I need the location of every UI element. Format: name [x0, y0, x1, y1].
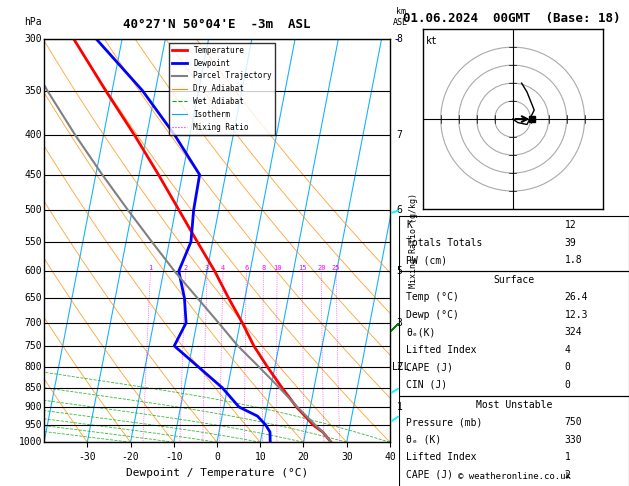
- Text: 900: 900: [25, 402, 42, 412]
- Text: 3: 3: [396, 318, 403, 328]
- Text: 1: 1: [148, 265, 153, 271]
- Text: 500: 500: [25, 205, 42, 215]
- Text: 400: 400: [25, 130, 42, 140]
- Text: K: K: [406, 220, 412, 230]
- Text: 950: 950: [25, 420, 42, 430]
- Text: 330: 330: [565, 435, 582, 445]
- Text: 450: 450: [25, 170, 42, 180]
- Text: 650: 650: [25, 293, 42, 303]
- Text: PW (cm): PW (cm): [406, 255, 447, 265]
- Text: 12.3: 12.3: [565, 310, 588, 320]
- Text: CIN (J): CIN (J): [406, 380, 447, 390]
- Text: Pressure (mb): Pressure (mb): [406, 417, 482, 427]
- Text: CAPE (J): CAPE (J): [406, 363, 454, 372]
- Text: 6: 6: [244, 265, 248, 271]
- Text: 800: 800: [25, 363, 42, 372]
- Bar: [399, 271, 629, 396]
- Text: 2: 2: [396, 363, 403, 372]
- X-axis label: Dewpoint / Temperature (°C): Dewpoint / Temperature (°C): [126, 468, 308, 478]
- Text: 0: 0: [565, 380, 571, 390]
- Text: 6: 6: [396, 205, 403, 215]
- Text: 8: 8: [261, 265, 265, 271]
- Text: 1000: 1000: [18, 437, 42, 447]
- Text: θₑ(K): θₑ(K): [406, 328, 436, 337]
- Text: 20: 20: [317, 265, 325, 271]
- Text: 10: 10: [273, 265, 281, 271]
- Text: 750: 750: [565, 417, 582, 427]
- Text: θₑ (K): θₑ (K): [406, 435, 442, 445]
- Legend: Temperature, Dewpoint, Parcel Trajectory, Dry Adiabat, Wet Adiabat, Isotherm, Mi: Temperature, Dewpoint, Parcel Trajectory…: [169, 43, 275, 135]
- Text: 1: 1: [565, 452, 571, 462]
- Text: © weatheronline.co.uk: © weatheronline.co.uk: [458, 472, 571, 481]
- Text: 1.8: 1.8: [565, 255, 582, 265]
- Text: Temp (°C): Temp (°C): [406, 293, 459, 302]
- Text: 700: 700: [25, 318, 42, 328]
- Text: 39: 39: [565, 238, 576, 247]
- Text: km
ASL: km ASL: [393, 7, 408, 27]
- Text: kt: kt: [426, 36, 438, 46]
- Text: 600: 600: [25, 266, 42, 276]
- Text: 25: 25: [332, 265, 340, 271]
- Text: Lifted Index: Lifted Index: [406, 345, 477, 355]
- Text: 26.4: 26.4: [565, 293, 588, 302]
- Text: 2: 2: [183, 265, 187, 271]
- Text: 550: 550: [25, 237, 42, 247]
- Text: 01.06.2024  00GMT  (Base: 18): 01.06.2024 00GMT (Base: 18): [403, 12, 620, 25]
- Text: 2: 2: [565, 470, 571, 480]
- Text: 324: 324: [565, 328, 582, 337]
- Text: 350: 350: [25, 86, 42, 96]
- Text: hPa: hPa: [25, 17, 42, 27]
- Text: Totals Totals: Totals Totals: [406, 238, 482, 247]
- Text: 5: 5: [396, 266, 403, 276]
- Text: 300: 300: [25, 34, 42, 44]
- Text: Surface: Surface: [494, 275, 535, 285]
- Text: 4: 4: [565, 345, 571, 355]
- Bar: [399, 396, 629, 486]
- Text: 1: 1: [396, 402, 403, 412]
- Text: CAPE (J): CAPE (J): [406, 470, 454, 480]
- Text: Mixing Ratio (g/kg): Mixing Ratio (g/kg): [409, 193, 418, 288]
- Text: 750: 750: [25, 341, 42, 351]
- Text: Most Unstable: Most Unstable: [476, 400, 552, 410]
- Text: 8: 8: [396, 34, 403, 44]
- Text: 12: 12: [565, 220, 576, 230]
- Bar: [399, 216, 629, 271]
- Text: Lifted Index: Lifted Index: [406, 452, 477, 462]
- Text: 3: 3: [205, 265, 209, 271]
- Text: 4: 4: [221, 265, 225, 271]
- Text: Dewp (°C): Dewp (°C): [406, 310, 459, 320]
- Text: 15: 15: [298, 265, 307, 271]
- Text: 40°27'N 50°04'E  -3m  ASL: 40°27'N 50°04'E -3m ASL: [123, 18, 311, 31]
- Text: 850: 850: [25, 383, 42, 393]
- Text: 7: 7: [396, 130, 403, 140]
- Text: 0: 0: [565, 363, 571, 372]
- Text: LCL: LCL: [392, 363, 409, 372]
